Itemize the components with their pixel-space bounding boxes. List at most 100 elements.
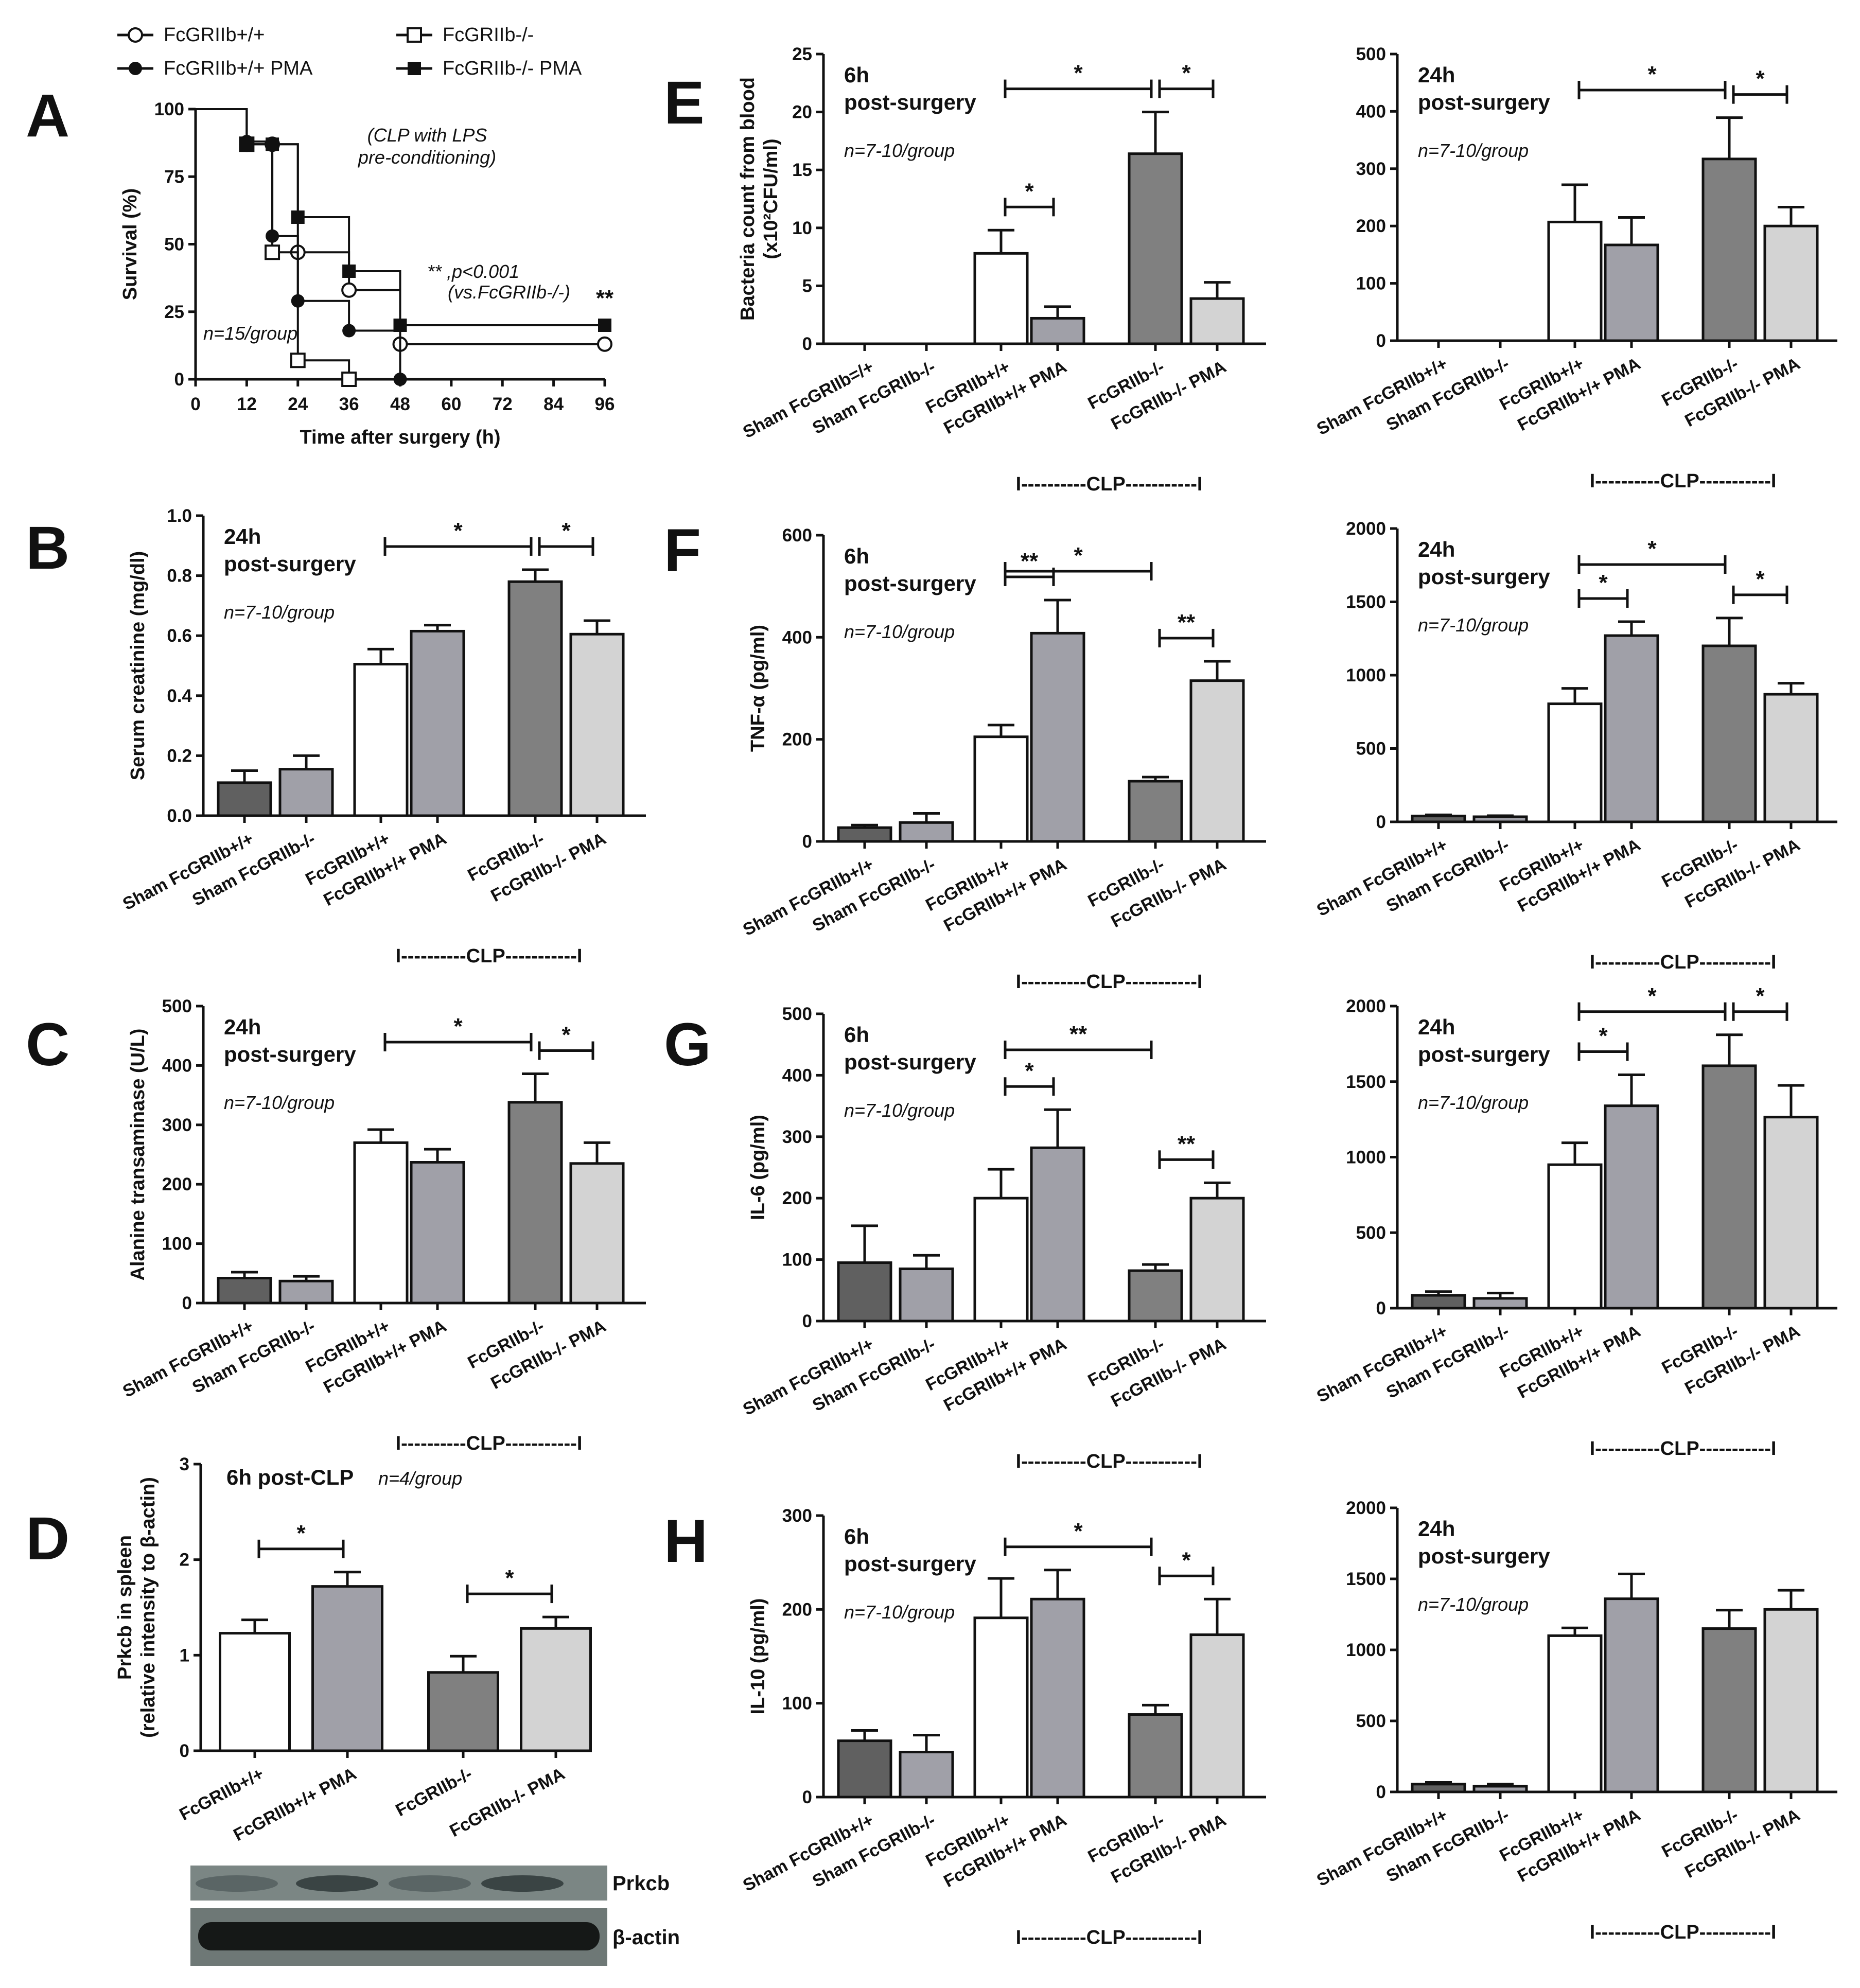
clp-group-label: I----------CLP-----------I [1016, 971, 1203, 993]
y-tick-label: 200 [782, 730, 812, 750]
western-blot: Prkcb β-actin [190, 1866, 680, 1966]
sig-label: * [1647, 62, 1657, 87]
y-tick-label: 1.0 [167, 506, 192, 526]
bar [1604, 634, 1659, 823]
y-tick-label: 500 [782, 1004, 812, 1024]
y-tick-label: 50 [164, 235, 184, 255]
y-tick-label: 200 [782, 1599, 812, 1620]
bar [1128, 1269, 1183, 1323]
marker-open-square [341, 372, 357, 387]
y-tick-label: 500 [1356, 1711, 1386, 1731]
bar [1411, 815, 1466, 823]
panel-letter: H [664, 1507, 708, 1575]
time-label: 6h [844, 1524, 869, 1549]
sig-label: ** [596, 286, 614, 311]
bar [569, 1162, 625, 1305]
y-tick-label: 10 [792, 218, 812, 238]
sig-label: * [453, 1014, 463, 1039]
bar [1701, 1627, 1757, 1793]
y-tick-label: 0 [1376, 812, 1386, 832]
time-label-2: post-surgery [844, 90, 976, 114]
marker-filled-square [266, 137, 279, 151]
x-axis-label: Time after surgery (h) [300, 427, 501, 448]
bar [1763, 224, 1819, 342]
y-tick-label: 3 [180, 1454, 189, 1474]
y-tick-label: 0.8 [167, 566, 192, 586]
sig-label: * [1647, 536, 1657, 561]
sig-label: * [1074, 61, 1083, 86]
y-tick-label: 100 [162, 1234, 192, 1254]
time-label: 24h [1418, 537, 1455, 561]
clp-group-label: I----------CLP-----------I [1590, 1438, 1777, 1459]
sig-label: * [1182, 61, 1191, 86]
panel-letter: D [26, 1505, 69, 1573]
bar [1030, 1146, 1085, 1323]
y-tick-label: 1500 [1346, 592, 1386, 612]
bar [1547, 220, 1603, 342]
sig-label: ** [1069, 1022, 1087, 1047]
marker-filled-circle [129, 62, 142, 75]
time-label-2: post-surgery [1418, 1042, 1550, 1066]
marker-filled-circle [342, 324, 356, 338]
sig-label: * [1756, 567, 1765, 592]
y-tick-label: 2000 [1346, 1498, 1386, 1518]
stat-note-2: (vs.FcGRIIb-/-) [448, 282, 570, 303]
time-label-2: post-surgery [844, 1552, 976, 1576]
x-tick-label: 36 [339, 394, 359, 414]
time-label-2: post-surgery [1418, 565, 1550, 589]
bar [353, 663, 409, 817]
time-label-2: post-surgery [1418, 90, 1550, 114]
time-label-2: post-surgery [844, 1050, 976, 1074]
time-label: 24h [1418, 1015, 1455, 1039]
blot-band [481, 1875, 564, 1892]
bar [1411, 1783, 1466, 1793]
clp-group-label: I----------CLP-----------I [396, 1433, 583, 1454]
bar [311, 1585, 383, 1752]
y-tick-label: 0 [802, 1311, 812, 1331]
sig-label: * [1647, 983, 1657, 1009]
y-tick-label: 200 [162, 1174, 192, 1194]
y-tick-label: 400 [782, 627, 812, 647]
bar [1472, 815, 1528, 823]
n-note: n=7-10/group [1418, 1092, 1529, 1113]
sig-label: * [1599, 570, 1608, 595]
bar [1604, 243, 1659, 342]
y-tick-label: 400 [1356, 101, 1386, 121]
y-tick-label: 0.0 [167, 806, 192, 826]
n-note: n=7-10/group [224, 1092, 335, 1113]
y-tick-label: 2000 [1346, 519, 1386, 539]
y-tick-label: 300 [162, 1115, 192, 1135]
y-tick-label: 25 [792, 44, 812, 64]
clp-group-label: I----------CLP-----------I [1016, 1927, 1203, 1948]
clp-group-label: I----------CLP-----------I [1016, 1451, 1203, 1472]
y-tick-label: 2000 [1346, 996, 1386, 1016]
panel-c: C 0 100 200 300 400 500 Alanine transaminase (U… [26, 996, 646, 1454]
sig-label: * [453, 518, 463, 543]
legend-entry: FcGRIIb-/- PMA [443, 58, 582, 79]
sig-label: ** [1178, 1131, 1196, 1156]
legend-entry: FcGRIIb-/- [443, 24, 534, 46]
panel-title-2: pre-conditioning) [358, 147, 496, 168]
bar [1604, 1597, 1659, 1793]
x-tick-label: 84 [543, 394, 564, 414]
panel-letter: C [26, 1011, 69, 1079]
y-tick-label: 5 [802, 276, 812, 296]
bar [410, 629, 465, 817]
bar [1128, 780, 1183, 843]
n-note: n=7-10/group [1418, 1594, 1529, 1615]
bar [569, 632, 625, 817]
y-tick-label: 15 [792, 160, 812, 180]
y-tick-label: 20 [792, 102, 812, 122]
marker-filled-square [408, 62, 421, 75]
bar [1189, 1197, 1245, 1323]
y-tick-label: 0.4 [167, 686, 192, 706]
blot-band [389, 1875, 471, 1892]
n-note: n=7-10/group [1418, 614, 1529, 636]
marker-filled-circle [266, 229, 279, 243]
bar [837, 1261, 892, 1323]
panel-letter: G [664, 1011, 711, 1079]
